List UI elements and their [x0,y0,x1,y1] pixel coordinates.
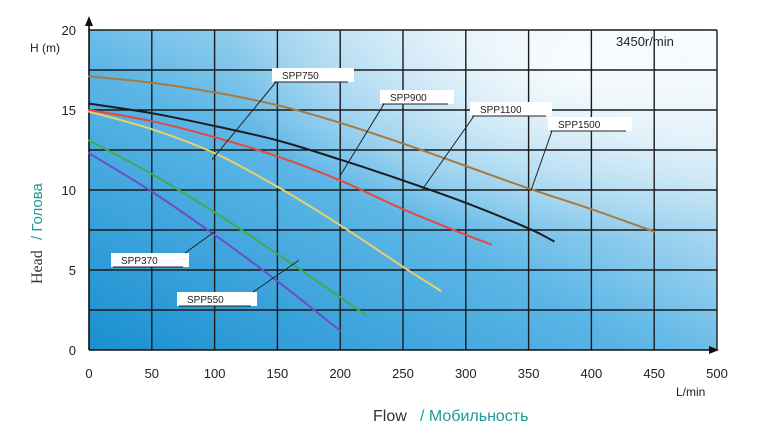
callout-spp750: SPP750 [211,68,354,160]
callout-leader-spp900 [339,103,385,176]
callout-spp900: SPP900 [339,90,454,176]
y-axis-label: Head / Голова [29,182,46,284]
x-tick-label-450: 450 [643,366,665,381]
callout-box-spp550 [177,292,257,306]
x-tick-label-100: 100 [204,366,226,381]
callout-leader-spp1100 [421,115,475,191]
callout-spp1500: SPP1500 [530,117,632,191]
x-axis-arrow [709,346,719,354]
x-axis-label-en: Flow [373,408,407,425]
callout-box-spp900 [380,90,454,104]
x-tick-label-400: 400 [581,366,603,381]
y-axis-label-ru: / Голова [29,182,46,240]
callout-label-spp900: SPP900 [390,93,427,104]
callout-box-spp750 [272,68,354,82]
grid [89,29,718,350]
x-tick-label-350: 350 [518,366,540,381]
callout-label-spp1100: SPP1100 [480,105,522,116]
y-axis-label-en: Head [29,250,46,284]
callout-layer: SPP750 SPP900 SPP1100 SPP1500 SPP370 SPP550 [111,68,632,307]
x-tick-label-0: 0 [85,366,92,381]
x-tick-label-250: 250 [392,366,414,381]
callout-spp370: SPP370 [111,231,215,268]
callout-spp550: SPP550 [177,259,300,307]
y-tick-label-0: 0 [69,343,76,358]
series-line-spp370 [88,152,342,332]
series-line-spp1500 [88,75,656,233]
callout-leader-spp750 [211,81,277,160]
x-tick-label-50: 50 [145,366,159,381]
series-line-spp550 [88,139,367,316]
callout-leader-spp1500 [530,130,553,191]
callout-label-spp750: SPP750 [282,71,319,82]
x-axis-label-ru: / Мобильность [420,408,528,425]
x-tick-label-150: 150 [267,366,289,381]
callout-leader-spp370 [184,231,215,254]
callout-label-spp370: SPP370 [121,256,158,267]
callout-box-spp1100 [470,102,552,116]
series-line-spp1100 [88,102,555,243]
y-axis-arrow [85,16,93,26]
callout-leader-spp550 [252,259,300,293]
y-tick-label-15: 15 [62,103,76,118]
x-axis-unit: L/min [676,385,705,399]
callout-spp1100: SPP1100 [421,102,552,191]
callout-box-spp370 [111,253,189,267]
series-layer [88,75,656,332]
y-tick-label-10: 10 [62,183,76,198]
x-tick-label-500: 500 [706,366,728,381]
callout-label-spp550: SPP550 [187,295,224,306]
series-line-spp900 [88,109,492,246]
y-axis-unit: H (m) [30,41,60,55]
speed-label: 3450r/min [616,34,674,49]
x-tick-label-200: 200 [329,366,351,381]
series-line-spp750 [88,110,442,292]
x-tick-label-300: 300 [455,366,477,381]
callout-box-spp1500 [548,117,632,131]
callout-label-spp1500: SPP1500 [558,120,601,131]
y-tick-label-5: 5 [69,263,76,278]
y-tick-label-20: 20 [62,23,76,38]
